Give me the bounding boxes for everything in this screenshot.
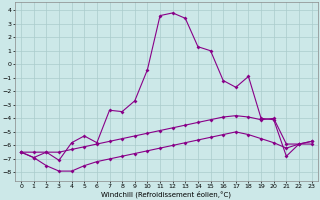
X-axis label: Windchill (Refroidissement éolien,°C): Windchill (Refroidissement éolien,°C) bbox=[101, 190, 231, 198]
